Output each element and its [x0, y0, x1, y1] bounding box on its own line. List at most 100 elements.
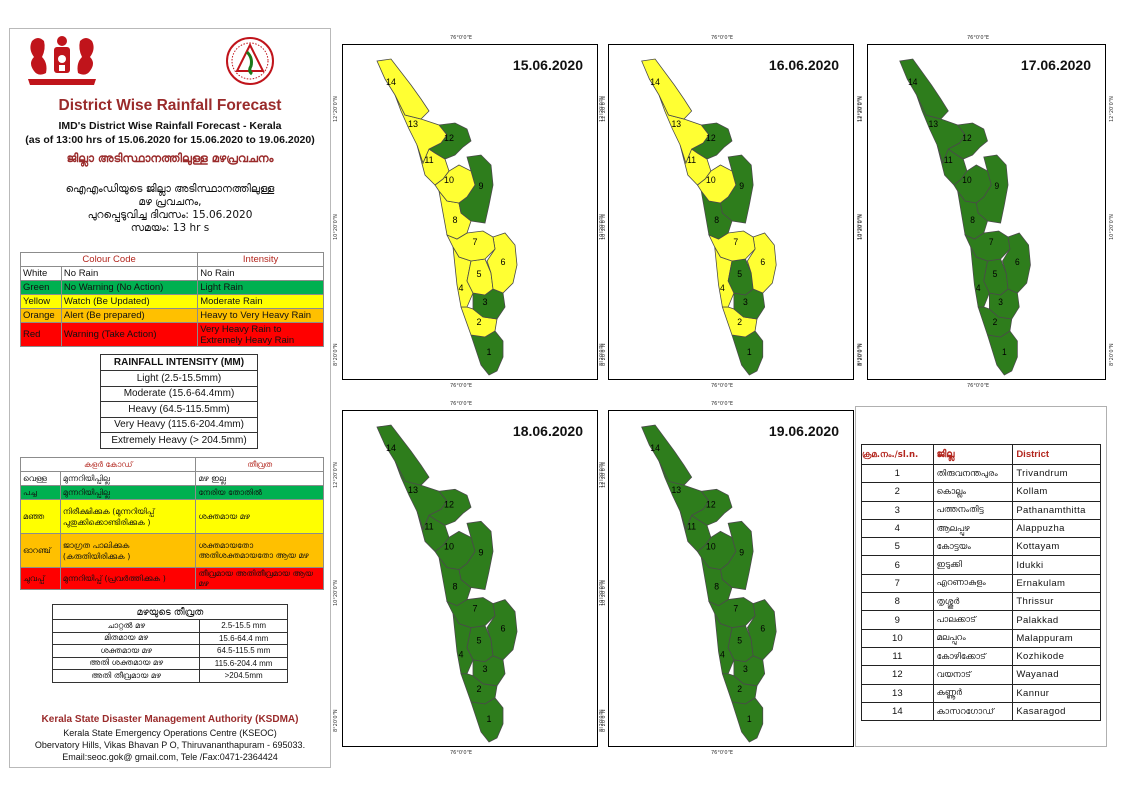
ml-intensity-header: തീവ്രത: [195, 457, 324, 472]
map-coordinate-label: 12°20'0"N: [599, 462, 605, 488]
colour-meaning: Watch (Be Updated): [60, 294, 199, 309]
district-number-label: 11: [424, 521, 433, 531]
map-coordinate-label: 10°20'0"N: [599, 580, 605, 606]
district-number-label: 4: [720, 283, 725, 293]
district-name-en: Thrissur: [1012, 592, 1101, 612]
district-number-label: 9: [478, 547, 483, 557]
district-shape-6: [746, 599, 777, 661]
map-coordinate-label: 8°20'0"N: [599, 343, 605, 366]
district-shape-6: [486, 232, 518, 294]
district-header-number: ക്രമ.നം./sl.n.: [861, 444, 934, 465]
colour-code-table: Colour Code Intensity White No Rain No R…: [19, 252, 324, 347]
ml-intensity-value: 2.5-15.5 mm: [199, 619, 288, 633]
footer-org: Kerala State Disaster Management Authori…: [41, 714, 299, 725]
district-number-label: 8: [452, 215, 457, 225]
district-shape-14: [641, 58, 693, 120]
district-number-label: 4: [458, 283, 463, 293]
district-number-label: 6: [500, 624, 505, 634]
intensity-row: Extremely Heavy (> 204.5mm): [100, 432, 258, 449]
colour-meaning: No Rain: [60, 266, 199, 281]
district-number-label: 7: [733, 603, 738, 613]
colour-intensity: Very Heavy Rain to Extremely Heavy Rain: [197, 322, 324, 347]
district-number-label: 10: [962, 175, 971, 185]
district-row: 12 വയനാട് Wayanad: [861, 665, 1101, 685]
ml-colour-row: പച്ച മുന്നറിയിപ്പില്ല നേരിയ തോതിൽ: [20, 485, 324, 500]
map-coordinate-label: 12°20'0"N: [858, 96, 864, 122]
map-date: 16.06.2020: [768, 57, 839, 73]
footer-line-1: Kerala State Emergency Operations Centre…: [63, 728, 277, 738]
district-row: 8 തൃശ്ശൂർ Thrissur: [861, 592, 1101, 612]
map-coordinate-label: 8°20'0"N: [858, 343, 864, 366]
ml-rainfall-intensity-title: മഴയുടെ തീവ്രത: [52, 604, 288, 620]
district-shape-14: [376, 58, 430, 120]
ml-intensity-label: ശക്തമായ മഴ: [51, 644, 201, 658]
map-date: 15.06.2020: [512, 57, 583, 73]
colour-code-header: Colour Code: [19, 252, 199, 267]
colour-meaning: Alert (Be prepared): [60, 308, 199, 323]
district-name-ml: കോട്ടയം: [932, 537, 1014, 557]
map-coordinate-label: 10°20'0"N: [599, 214, 605, 240]
district-number-label: 2: [737, 317, 742, 327]
district-number-label: 5: [476, 269, 481, 279]
district-number-label: 8: [714, 215, 719, 225]
district-row: 14 കാസറഗോഡ് Kasaragod: [861, 701, 1101, 722]
district-row: 6 ഇടുക്കി Idukki: [861, 555, 1101, 575]
intensity-row: Very Heavy (115.6-204.4mm): [100, 416, 258, 433]
district-number-label: 11: [424, 155, 433, 165]
footer-address: Obervatory Hills, Vikas Bhavan P O, Thir…: [34, 740, 306, 750]
kerala-emblem-logo: [28, 36, 96, 85]
district-number-label: 3: [998, 297, 1003, 307]
ml-colour-meaning: മുന്നറിയിപ്പില്ല: [59, 485, 197, 500]
ml-colour-meaning: ജാഗ്രത പാലിക്കുക (കരുതിയിരിക്കുക ): [59, 533, 197, 568]
map-date: 18.06.2020: [512, 423, 583, 439]
district-number-label: 3: [743, 297, 748, 307]
ml-colour-name: പച്ച: [20, 485, 61, 500]
ml-colour-meaning: മുന്നറിയിപ്പില്ല: [59, 471, 197, 486]
district-number-label: 8: [714, 581, 719, 591]
ml-colour-row: ഓറഞ്ച് ജാഗ്രത പാലിക്കുക (കരുതിയിരിക്കുക …: [20, 533, 324, 568]
intensity-row: Heavy (64.5-115.5mm): [100, 401, 258, 418]
district-name-en: Alappuzha: [1012, 518, 1101, 539]
district-number-label: 10: [444, 541, 454, 551]
district-number-label: 10: [444, 175, 454, 185]
district-number-label: 11: [944, 155, 953, 165]
forecast-map: 1 2 3 4 5 6 7 8 9 10 11 12 13 14 17.06.2020: [867, 44, 1106, 380]
map-coordinate-label: 76°0'0"E: [967, 35, 990, 41]
map-date: 17.06.2020: [1020, 57, 1091, 73]
district-number-label: 1: [747, 347, 752, 357]
district-number-label: 2: [476, 684, 481, 694]
map-coordinate-label: 76°0'0"E: [711, 401, 734, 407]
ml-colour-code-table: കളർ കോഡ് തീവ്രത വെള്ള മുന്നറിയിപ്പില്ല മ…: [19, 457, 324, 590]
district-number-label: 1: [747, 714, 752, 724]
ksdma-seal-logo: [226, 37, 274, 85]
district-number: 13: [861, 683, 934, 703]
district-name-ml: പത്തനംതിട്ട: [932, 500, 1014, 520]
district-row: 1 തിരുവനന്തപുരം Trivandrum: [861, 463, 1101, 484]
district-number: 7: [861, 573, 934, 594]
map-coordinate-label: 76°0'0"E: [450, 383, 473, 389]
district-name-ml: കണ്ണൂർ: [932, 683, 1014, 703]
district-number-label: 10: [706, 541, 716, 551]
district-number-label: 14: [650, 443, 660, 453]
map-coordinate-label: 76°0'0"E: [450, 401, 473, 407]
district-number-label: 13: [408, 485, 418, 495]
colour-intensity: Heavy to Very Heavy Rain: [197, 308, 324, 323]
district-number-label: 5: [737, 269, 742, 279]
district-shape-14: [899, 58, 949, 120]
colour-name: Orange: [20, 308, 62, 323]
district-shape-5: [466, 258, 494, 296]
district-number: 3: [861, 500, 934, 520]
district-name-ml: കൊല്ലം: [932, 482, 1014, 502]
district-name-ml: മലപ്പുറം: [932, 628, 1014, 648]
colour-row: Orange Alert (Be prepared) Heavy to Very…: [20, 308, 324, 323]
ml-colour-name: ഓറഞ്ച്: [20, 533, 61, 568]
district-number-label: 1: [1002, 347, 1007, 357]
colour-name: Green: [20, 280, 62, 295]
info-panel: District Wise Rainfall Forecast IMD's Di…: [9, 28, 331, 768]
ml-issue-line-1: ഐഎംഡിയുടെ ജില്ലാ അടിസ്ഥാനത്തിലുള്ള: [65, 183, 275, 195]
ml-colour-name: വെള്ള: [20, 471, 61, 486]
district-name-en: Kannur: [1012, 683, 1101, 703]
map-coordinate-label: 12°20'0"N: [1109, 96, 1115, 122]
